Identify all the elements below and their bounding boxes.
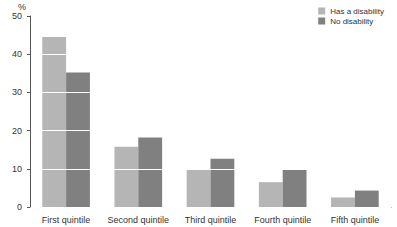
svg-text:20: 20: [12, 126, 22, 136]
svg-text:Fifth quintile: Fifth quintile: [331, 215, 380, 225]
svg-text:40: 40: [12, 49, 22, 59]
svg-text:First quintile: First quintile: [42, 215, 91, 225]
svg-text:50: 50: [12, 11, 22, 21]
svg-text:Third quintile: Third quintile: [185, 215, 237, 225]
svg-text:No disability: No disability: [330, 17, 373, 26]
svg-text:Fourth quintile: Fourth quintile: [254, 215, 311, 225]
svg-text:30: 30: [12, 87, 22, 97]
svg-text:Second quintile: Second quintile: [108, 215, 170, 225]
svg-text:0: 0: [17, 202, 22, 212]
svg-text:Has a disability: Has a disability: [330, 7, 384, 16]
svg-text:10: 10: [12, 164, 22, 174]
